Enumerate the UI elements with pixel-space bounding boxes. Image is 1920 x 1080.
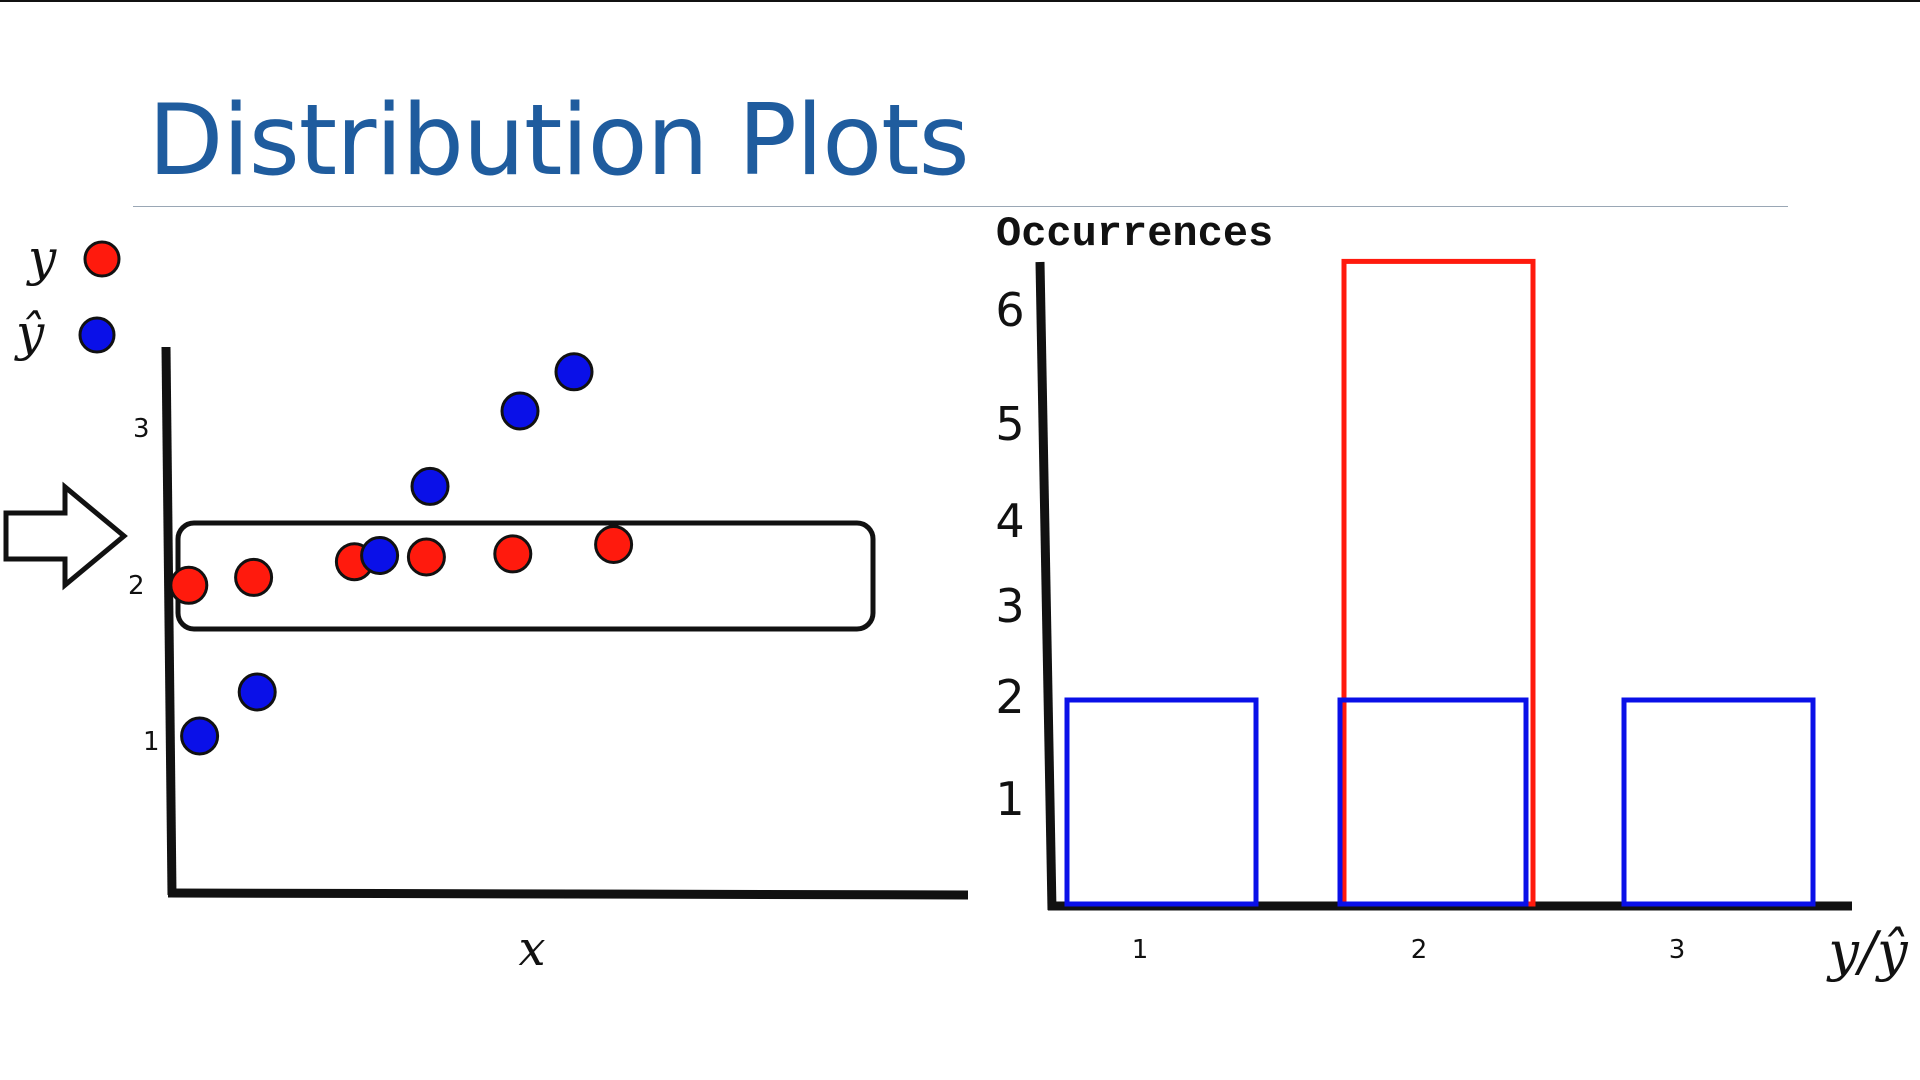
scatter-x-axis xyxy=(167,888,969,900)
legend-yhat-dot xyxy=(78,316,116,354)
scatter-ytick-3: 3 xyxy=(133,414,150,444)
scatter-ytick-2: 2 xyxy=(128,571,145,601)
top-border xyxy=(0,0,1920,2)
histogram-ytick-4: 4 xyxy=(995,494,1024,548)
y-point-6 xyxy=(594,525,634,564)
highlight-box xyxy=(175,520,876,632)
histogram-bars xyxy=(1064,258,1816,907)
histogram-y-axis xyxy=(1035,261,1057,911)
slide-title: Distribution Plots xyxy=(148,84,970,198)
legend-yhat-label: ŷ xyxy=(14,304,45,362)
yhat-point-1 xyxy=(180,716,220,756)
scatter-chart: 3 2 1 x xyxy=(3,346,969,977)
histogram-x-label: y/ŷ xyxy=(1826,920,1909,983)
scatter-ytick-1: 1 xyxy=(143,727,160,757)
y-bar-2 xyxy=(1341,258,1536,907)
histogram-chart: Occurrences 1 2 3 4 5 6 1 2 3 y/ŷ xyxy=(995,210,1909,983)
y-point-1 xyxy=(169,565,209,605)
yhat-point-6 xyxy=(554,352,594,392)
scatter-x-label: x xyxy=(518,921,545,977)
yhat-bar-2 xyxy=(1337,697,1529,907)
y-point-5 xyxy=(493,534,533,574)
histogram-yticks: 1 2 3 4 5 6 xyxy=(995,283,1024,826)
histogram-ytick-2: 2 xyxy=(995,670,1024,724)
yhat-point-2 xyxy=(237,672,277,712)
legend-y-dot xyxy=(83,240,121,278)
histogram-ytick-1: 1 xyxy=(995,772,1024,826)
title-rule xyxy=(133,206,1788,207)
legend: y ŷ xyxy=(14,229,121,362)
histogram-ytick-3: 3 xyxy=(995,579,1024,633)
histogram-ytick-6: 6 xyxy=(995,283,1024,337)
legend-y-label: y xyxy=(26,229,57,287)
yhat-point-3 xyxy=(360,536,400,575)
histogram-xtick-1: 1 xyxy=(1132,935,1149,965)
yhat-point-5 xyxy=(500,391,540,431)
y-point-4 xyxy=(406,537,446,577)
histogram-y-label: Occurrences xyxy=(996,210,1273,258)
yhat-bar-3 xyxy=(1621,697,1816,907)
scatter-points xyxy=(169,352,634,756)
histogram-ytick-5: 5 xyxy=(995,397,1024,451)
y-point-2 xyxy=(234,557,274,597)
histogram-xticks: 1 2 3 xyxy=(1132,935,1686,965)
yhat-point-4 xyxy=(410,466,450,506)
histogram-xtick-3: 3 xyxy=(1669,935,1686,965)
yhat-bar-1 xyxy=(1064,697,1259,907)
scatter-y-axis xyxy=(161,346,177,896)
histogram-xtick-2: 2 xyxy=(1411,935,1428,965)
highlight-arrow xyxy=(3,481,128,591)
